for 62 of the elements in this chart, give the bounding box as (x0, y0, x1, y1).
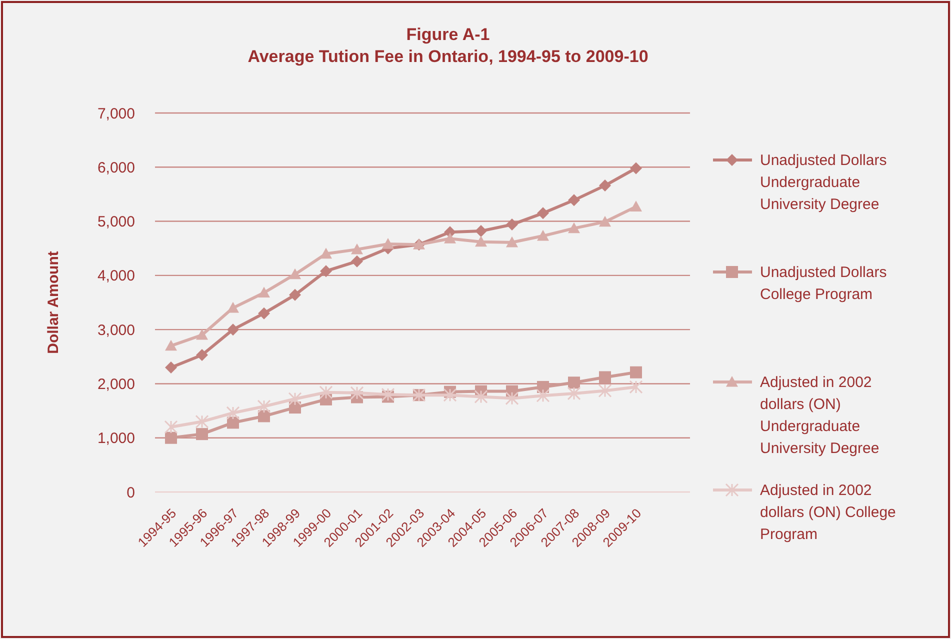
point (598, 384, 612, 398)
point (227, 324, 239, 336)
point (226, 406, 240, 420)
y-tick-label: 3,000 (97, 322, 135, 339)
point (506, 218, 518, 231)
y-tick-label: 2,000 (97, 376, 135, 393)
y-tick-label: 6,000 (97, 159, 135, 176)
point (320, 248, 332, 259)
point (258, 286, 270, 298)
point (475, 225, 487, 238)
point (351, 243, 363, 254)
y-tick-label: 4,000 (97, 268, 135, 285)
legend-label: Unadjusted Dollars Undergraduate University Degree (760, 152, 887, 213)
point (537, 207, 549, 220)
point (227, 302, 239, 313)
point (537, 230, 549, 241)
point (289, 268, 301, 280)
point (196, 349, 208, 362)
legend-label: Adjusted in 2002 dollars (ON) Undergraduate University Degree (760, 374, 880, 457)
point (196, 428, 208, 440)
point (196, 328, 208, 340)
point (165, 432, 177, 444)
point (629, 380, 643, 394)
point (630, 162, 642, 174)
point (350, 386, 364, 400)
point (165, 340, 177, 351)
point (319, 386, 333, 400)
point (444, 232, 456, 244)
y-tick-label: 1,000 (97, 430, 135, 448)
point (351, 255, 363, 268)
y-axis-title: Dollar Amount (45, 251, 62, 354)
point (599, 180, 611, 192)
point (599, 371, 611, 384)
point (320, 265, 332, 278)
point (288, 392, 302, 406)
y-tick-label: 0 (126, 484, 135, 502)
point (165, 361, 177, 374)
point (567, 386, 581, 400)
point (599, 216, 611, 227)
point (443, 388, 457, 402)
point (630, 200, 642, 212)
point (630, 366, 642, 378)
point (475, 236, 487, 247)
y-tick-label: 5,000 (97, 214, 135, 231)
point (195, 414, 209, 428)
point (257, 400, 271, 414)
point (258, 307, 270, 320)
point (568, 222, 580, 234)
point (506, 236, 518, 248)
point (568, 194, 580, 206)
point (164, 420, 178, 434)
y-tick-label: 7,000 (97, 105, 135, 122)
chart-title: Figure A-1 Average Tution Fee in Ontario, 1994-95 to 2009-10 (248, 25, 648, 66)
point (568, 376, 580, 389)
point (536, 388, 550, 402)
point (381, 388, 395, 402)
legend-label: Unadjusted Dollars College Program (760, 264, 887, 303)
point (505, 392, 519, 406)
point (382, 238, 394, 249)
point (289, 288, 301, 301)
point (474, 390, 488, 404)
legend-label: Adjusted in 2002 dollars (ON) College Program (760, 482, 896, 543)
